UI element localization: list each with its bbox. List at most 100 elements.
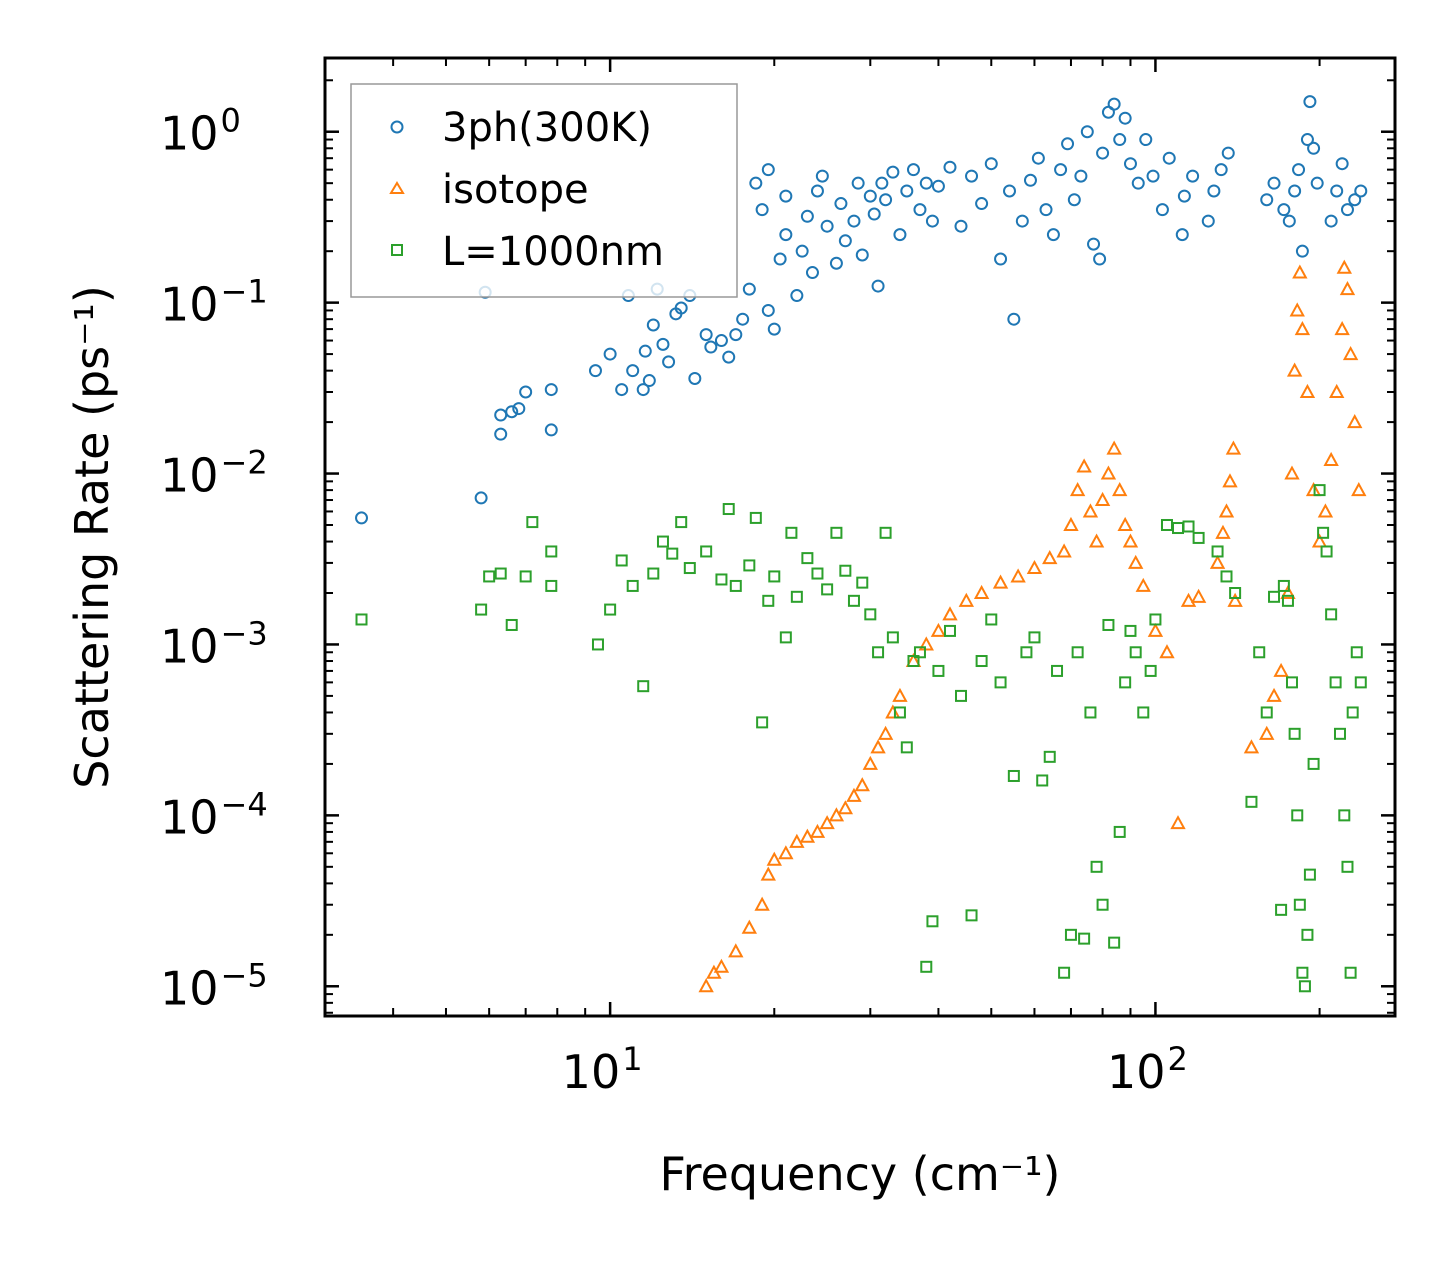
legend-label-boundary: L=1000nm [442,229,664,275]
data-point-2-36 [847,594,860,607]
data-point-0-63 [913,203,927,217]
data-point-2-57 [1028,631,1041,644]
data-point-2-2 [483,570,496,583]
data-point-0-99 [1177,189,1191,203]
data-point-2-105 [1333,727,1346,740]
data-point-0-1 [474,491,488,505]
data-point-0-114 [1307,141,1321,155]
data-point-0-20 [656,337,670,351]
data-point-1-53 [1218,503,1235,518]
data-point-2-95 [1296,966,1309,979]
data-point-2-38 [864,608,877,621]
data-point-2-52 [975,655,988,668]
data-point-1-50 [1190,588,1207,603]
data-point-2-0 [355,613,368,626]
data-point-0-30 [729,328,743,342]
data-point-0-61 [900,184,914,198]
data-point-0-49 [834,197,848,211]
data-point-2-50 [955,689,968,702]
data-point-1-8 [778,845,794,860]
series-2 [355,484,1367,993]
data-point-2-102 [1320,545,1333,558]
data-point-0-18 [646,318,660,332]
data-point-0-94 [1139,133,1153,147]
data-point-1-4 [741,919,758,934]
data-point-2-88 [1275,903,1288,916]
data-point-2-91 [1285,676,1298,689]
data-point-0-35 [761,303,775,317]
data-point-2-86 [1260,706,1273,719]
data-point-2-13 [637,680,650,693]
series-0 [355,95,1368,525]
plot-frame [323,56,1397,1018]
legend-box [350,83,738,298]
data-point-1-72 [1329,383,1345,398]
data-point-2-98 [1303,868,1316,881]
data-point-1-56 [1227,592,1243,607]
data-point-1-74 [1336,259,1352,274]
data-point-0-108 [1282,214,1296,228]
data-point-1-45 [1135,577,1151,592]
data-point-1-7 [766,851,782,866]
data-point-0-58 [879,193,893,207]
data-point-2-21 [722,503,735,516]
data-point-2-17 [675,516,688,529]
data-point-1-25 [942,606,958,621]
data-point-2-97 [1301,928,1314,941]
data-point-0-40 [779,189,793,203]
data-point-2-100 [1313,484,1326,497]
data-point-0-31 [736,312,750,326]
data-point-0-9 [544,383,558,397]
data-point-2-3 [494,567,507,580]
data-point-0-116 [1324,214,1338,228]
data-point-2-76 [1149,613,1162,626]
data-point-0-104 [1221,146,1235,160]
data-point-0-11 [603,347,617,361]
data-point-1-55 [1225,440,1242,455]
data-point-0-98 [1175,228,1189,242]
data-point-1-12 [819,815,835,830]
data-point-1-59 [1266,687,1282,702]
data-point-2-16 [666,547,679,560]
data-point-2-51 [965,909,978,922]
data-point-0-67 [943,160,957,174]
data-point-2-70 [1113,825,1126,838]
data-point-1-38 [1094,491,1111,507]
data-point-1-19 [877,725,894,740]
data-point-2-77 [1160,518,1173,531]
data-point-2-15 [656,535,669,548]
data-point-0-45 [810,184,824,198]
data-point-2-69 [1108,936,1121,949]
data-point-0-107 [1277,203,1291,217]
data-point-0-66 [931,179,945,193]
legend-marker-3ph [390,120,404,134]
data-point-1-61 [1280,584,1296,600]
legend-marker-isotope [389,181,405,194]
data-point-1-49 [1180,592,1197,607]
data-point-2-62 [1064,928,1077,941]
data-point-1-9 [789,833,805,848]
data-point-0-3 [494,427,508,441]
data-point-1-71 [1323,451,1339,467]
data-point-0-44 [805,266,819,280]
data-point-0-17 [642,374,656,388]
data-point-0-42 [795,244,809,258]
data-point-2-107 [1341,860,1354,873]
data-point-2-10 [604,603,617,616]
data-point-0-21 [662,355,676,369]
data-point-2-67 [1096,898,1109,911]
data-point-2-14 [647,567,660,580]
data-point-0-64 [919,176,933,190]
data-point-2-23 [743,559,756,572]
data-point-2-9 [591,638,604,651]
data-point-0-111 [1295,244,1309,258]
data-point-0-95 [1146,169,1160,183]
data-point-0-0 [355,511,369,525]
data-point-1-67 [1299,383,1316,398]
data-point-2-44 [907,655,920,668]
data-point-1-13 [828,807,845,822]
data-point-1-57 [1243,739,1260,754]
data-point-2-108 [1344,966,1357,979]
data-point-0-72 [994,252,1008,266]
data-point-1-48 [1170,815,1186,830]
